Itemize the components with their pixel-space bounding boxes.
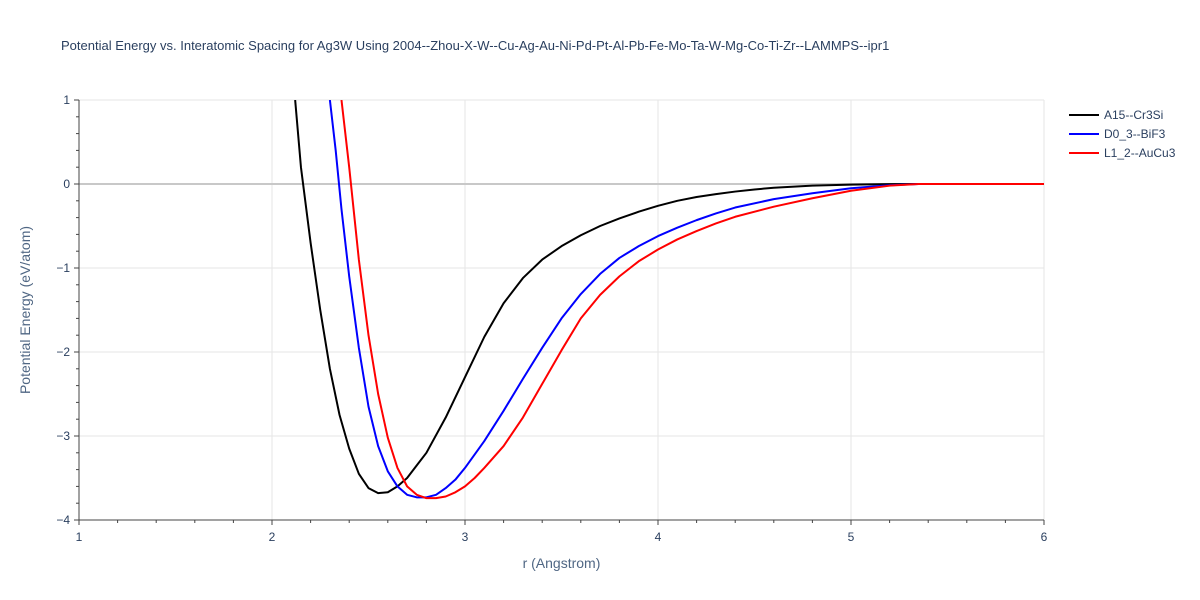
series-line-1 [328, 100, 1044, 499]
series-line-0 [294, 100, 1044, 495]
legend-item-0[interactable]: A15--Cr3Si [1069, 108, 1163, 122]
chart-title: Potential Energy vs. Interatomic Spacing… [61, 38, 889, 53]
y-tick-label: −4 [56, 513, 70, 527]
y-axis-title: Potential Energy (eV/atom) [17, 226, 33, 394]
x-tick-labels: 1 2 3 4 5 6 [76, 530, 1048, 544]
legend[interactable]: A15--Cr3Si D0_3--BiF3 L1_2--AuCu3 [1069, 108, 1176, 160]
y-tick-label: −1 [56, 261, 70, 275]
series-line-2 [340, 100, 1044, 500]
x-tick-label: 5 [848, 530, 855, 544]
legend-label: A15--Cr3Si [1104, 108, 1163, 122]
x-tick-label: 1 [76, 530, 83, 544]
axes [74, 99, 1045, 525]
x-axis-title: r (Angstrom) [523, 555, 601, 571]
x-tick-label: 3 [462, 530, 469, 544]
y-tick-labels: 1 0 −1 −2 −3 −4 [56, 93, 70, 527]
y-tick-label: −2 [56, 345, 70, 359]
legend-label: D0_3--BiF3 [1104, 127, 1166, 141]
series-lines [294, 100, 1044, 500]
y-tick-label: −3 [56, 429, 70, 443]
x-tick-label: 4 [655, 530, 662, 544]
y-tick-label: 1 [63, 93, 70, 107]
x-tick-label: 6 [1041, 530, 1048, 544]
y-tick-label: 0 [63, 177, 70, 191]
legend-label: L1_2--AuCu3 [1104, 146, 1176, 160]
x-tick-label: 2 [269, 530, 276, 544]
legend-item-2[interactable]: L1_2--AuCu3 [1069, 146, 1176, 160]
legend-item-1[interactable]: D0_3--BiF3 [1069, 127, 1166, 141]
